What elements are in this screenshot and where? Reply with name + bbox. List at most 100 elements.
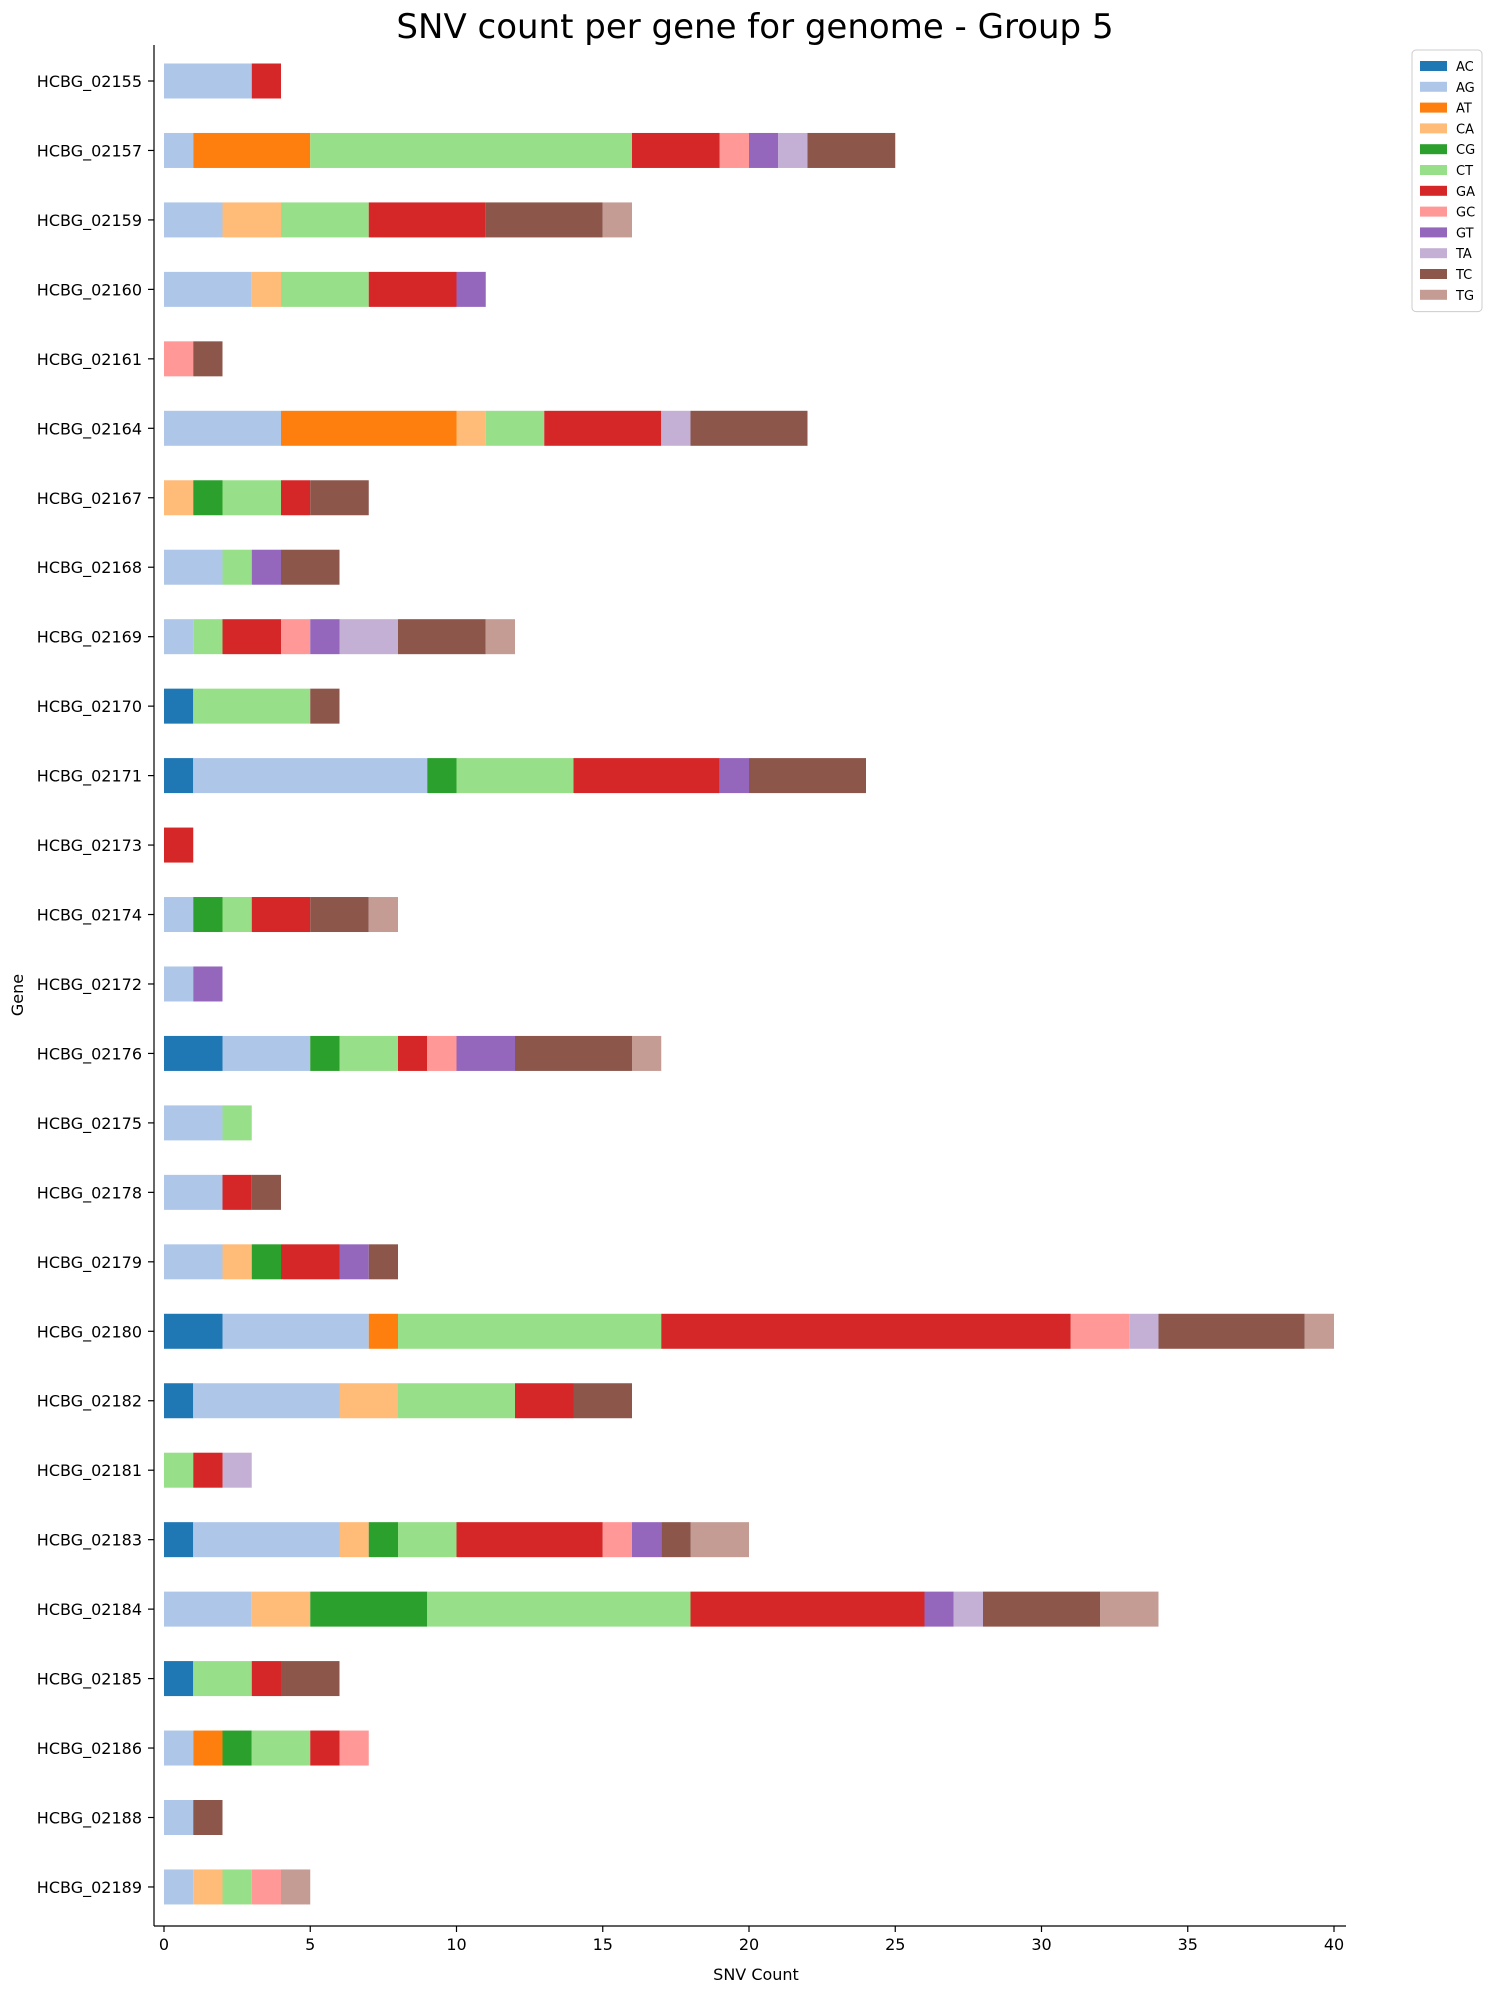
legend-label-ac: AC: [1456, 60, 1474, 75]
bar-hcbg_02159-ga: [368, 202, 486, 238]
legend-label-gc: GC: [1456, 206, 1475, 221]
bar-hcbg_02170-ac: [164, 688, 194, 724]
bar-hcbg_02182-ca: [339, 1383, 398, 1419]
y-tick-label: HCBG_02175: [37, 1114, 142, 1134]
bar-hcbg_02179-ag: [164, 1244, 223, 1280]
bar-hcbg_02184-ca: [251, 1591, 311, 1627]
legend-swatch-tg: [1420, 289, 1447, 300]
bar-hcbg_02186-ct: [251, 1730, 311, 1766]
x-axis: 0 5 10 15 20 25 30 35 40: [154, 1925, 1346, 1954]
bar-hcbg_02172-ag: [164, 966, 194, 1002]
y-tick-label: HCBG_02185: [37, 1670, 142, 1690]
legend-swatch-ga: [1420, 185, 1447, 196]
legend-label-cg: CG: [1456, 143, 1475, 158]
bar-hcbg_02155-ga: [251, 63, 281, 99]
x-tick-label: 5: [305, 1935, 315, 1954]
bar-hcbg_02183-ac: [164, 1522, 194, 1558]
bar-hcbg_02185-ct: [193, 1661, 252, 1697]
bar-hcbg_02171-tc: [749, 758, 866, 794]
bar-hcbg_02175-ag: [164, 1105, 223, 1141]
y-tick-label: HCBG_02161: [37, 350, 142, 370]
bar-hcbg_02184-tg: [1100, 1591, 1159, 1627]
bar-hcbg_02160-gt: [456, 271, 486, 307]
y-axis-label: Gene: [8, 974, 27, 1016]
bar-hcbg_02174-ga: [251, 897, 311, 933]
y-tick-label: HCBG_02186: [37, 1739, 142, 1759]
bar-hcbg_02175-ct: [222, 1105, 252, 1141]
bar-hcbg_02184-cg: [310, 1591, 428, 1627]
bar-hcbg_02181-ct: [164, 1452, 194, 1488]
legend-swatch-ac: [1420, 61, 1447, 71]
bar-hcbg_02174-cg: [193, 897, 223, 933]
bar-hcbg_02184-ct: [427, 1591, 691, 1627]
bar-hcbg_02180-ct: [398, 1313, 662, 1349]
bar-hcbg_02188-ag: [164, 1800, 194, 1835]
bar-hcbg_02189-ag: [164, 1869, 194, 1905]
bar-hcbg_02171-ag: [193, 758, 428, 794]
bar-hcbg_02178-ag: [164, 1174, 223, 1210]
bar-hcbg_02168-tc: [281, 549, 340, 585]
bar-hcbg_02157-ta: [778, 132, 808, 168]
bar-hcbg_02161-gc: [164, 341, 194, 377]
bar-hcbg_02182-ga: [515, 1383, 574, 1419]
bar-hcbg_02164-ca: [456, 410, 486, 446]
bar-hcbg_02188-tc: [193, 1800, 223, 1835]
bar-hcbg_02183-ag: [193, 1522, 340, 1558]
bar-hcbg_02157-ag: [164, 132, 194, 168]
legend-swatch-ta: [1420, 248, 1447, 259]
legend-label-ca: CA: [1456, 122, 1474, 137]
y-tick-label: HCBG_02171: [37, 767, 142, 787]
bar-hcbg_02174-tg: [368, 897, 398, 933]
bar-hcbg_02157-tc: [807, 132, 896, 168]
bar-hcbg_02176-ct: [339, 1035, 398, 1071]
legend-swatch-ag: [1420, 81, 1447, 92]
bar-hcbg_02180-gc: [1070, 1313, 1130, 1349]
bar-hcbg_02181-ga: [193, 1452, 223, 1488]
legend-label-ta: TA: [1455, 247, 1472, 262]
bar-hcbg_02168-ag: [164, 549, 223, 585]
legend: AC AG AT CA CG CT GA GC GT TA TC TG: [1411, 49, 1483, 313]
x-tick-label: 35: [1178, 1935, 1198, 1954]
bar-hcbg_02182-ac: [164, 1383, 194, 1419]
bar-hcbg_02168-ct: [222, 549, 252, 585]
bar-hcbg_02176-cg: [310, 1035, 340, 1071]
bar-hcbg_02178-tc: [251, 1174, 281, 1210]
y-tick-label: HCBG_02182: [37, 1392, 142, 1412]
bar-hcbg_02184-gt: [924, 1591, 954, 1627]
bar-hcbg_02178-ga: [222, 1174, 252, 1210]
y-tick-label: HCBG_02189: [37, 1878, 142, 1898]
bar-hcbg_02171-gt: [719, 758, 749, 794]
bar-hcbg_02183-gt: [632, 1522, 662, 1558]
bar-hcbg_02176-ga: [398, 1035, 428, 1071]
y-tick-label: HCBG_02178: [37, 1183, 142, 1203]
y-tick-label: HCBG_02179: [37, 1253, 142, 1273]
bar-hcbg_02180-ac: [164, 1313, 223, 1349]
bar-hcbg_02185-tc: [281, 1661, 340, 1697]
bar-hcbg_02180-ag: [222, 1313, 369, 1349]
bar-hcbg_02169-ct: [193, 619, 223, 655]
bar-hcbg_02167-ct: [222, 480, 281, 516]
legend-label-ag: AG: [1456, 81, 1475, 96]
bar-hcbg_02169-ta: [339, 619, 398, 655]
bar-hcbg_02157-ga: [632, 132, 720, 168]
bar-hcbg_02159-ct: [281, 202, 369, 238]
bar-hcbg_02176-ac: [164, 1035, 223, 1071]
bar-hcbg_02179-ga: [281, 1244, 340, 1280]
bar-hcbg_02164-ta: [661, 410, 691, 446]
bar-hcbg_02182-ag: [193, 1383, 340, 1419]
bar-hcbg_02157-gt: [749, 132, 779, 168]
legend-label-tg: TG: [1455, 289, 1474, 304]
bar-hcbg_02169-ag: [164, 619, 194, 655]
bar-hcbg_02159-tc: [485, 202, 603, 238]
legend-box: [1411, 49, 1483, 313]
x-tick-label: 40: [1324, 1935, 1344, 1954]
bar-hcbg_02184-ag: [164, 1591, 252, 1627]
legend-swatch-gt: [1420, 227, 1447, 238]
bar-hcbg_02168-gt: [251, 549, 281, 585]
bar-hcbg_02183-ct: [398, 1522, 457, 1558]
bar-hcbg_02159-ag: [164, 202, 223, 238]
bar-hcbg_02180-ta: [1129, 1313, 1159, 1349]
bar-hcbg_02186-at: [193, 1730, 223, 1766]
y-tick-label: HCBG_02164: [37, 419, 142, 439]
bar-hcbg_02176-tg: [632, 1035, 662, 1071]
